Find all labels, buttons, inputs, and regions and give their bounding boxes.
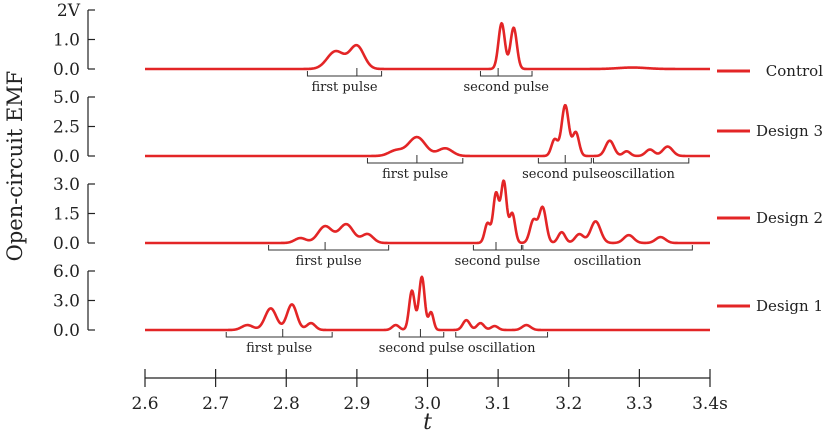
annotation-bracket [398, 332, 445, 338]
legend-label: Design 1 [756, 297, 823, 315]
annotation-label: first pulse [296, 254, 362, 269]
panel-y-tick-label: 0.0 [53, 321, 80, 341]
panel-y-tick-label: 5.0 [53, 88, 80, 108]
annotation-label: second pulse [463, 80, 549, 95]
annotation-label: first pulse [382, 167, 448, 182]
panel-y-tick-label: 2V [57, 1, 81, 21]
signal-line [144, 21, 711, 71]
panel-y-tick-label: 0.0 [53, 234, 80, 254]
x-tick-label: 3.0 [414, 394, 441, 414]
signal-line [144, 275, 711, 332]
panel-y-tick-label: 3.0 [53, 175, 80, 195]
annotation-bracket [455, 332, 549, 338]
panel-y-tick-label: 6.0 [53, 262, 80, 282]
panel-control: 0.0 1.0 2V first pulse second pulse Control [53, 1, 823, 95]
annotation-label: second pulse [455, 254, 541, 269]
annotation-bracket [366, 158, 464, 164]
panel-design-1: 0.0 3.0 6.0 first pulse second pulse oscillat… [53, 262, 823, 356]
x-tick-label: 3.3 [626, 394, 653, 414]
x-tick-label: 3.1 [485, 394, 512, 414]
panel-y-tick-label: 1.5 [53, 205, 80, 225]
legend-label: Design 2 [756, 209, 823, 227]
annotation-bracket [225, 332, 333, 338]
annotation-label: oscillation [574, 254, 642, 269]
annotation-bracket [306, 71, 383, 77]
x-tick-label: 2.8 [273, 394, 300, 414]
panel-y-tick-label: 2.5 [53, 118, 80, 138]
x-ticks-group: 2.6 2.7 2.8 2.9 3.0 3.1 3.2 3.3 3.4s [131, 369, 728, 414]
annotation-label: second pulse [522, 167, 608, 182]
signal-line [144, 179, 711, 245]
panel-y-tick-label: 1.0 [53, 31, 80, 51]
x-tick-label: 2.6 [131, 394, 158, 414]
y-axis-label: Open-circuit EMF [3, 71, 27, 262]
annotation-label: oscillation [468, 341, 536, 356]
panel-y-tick-label: 0.0 [53, 147, 80, 167]
signal-line [144, 103, 711, 158]
panel-design-3: 0.0 2.5 5.0 first pulse second pulse oscillat… [53, 88, 823, 182]
annotation-bracket [522, 245, 693, 251]
annotation-bracket [268, 245, 390, 251]
annotation-bracket [592, 158, 690, 164]
legend-label: Design 3 [756, 122, 823, 140]
annotation-label: first pulse [311, 80, 377, 95]
panel-y-tick-label: 0.0 [53, 60, 80, 80]
annotation-label: first pulse [246, 341, 312, 356]
x-tick-label: 3.2 [555, 394, 582, 414]
x-tick-label: 2.7 [202, 394, 229, 414]
panel-y-tick-label: 3.0 [53, 292, 80, 312]
legend-label: Control [766, 62, 823, 80]
x-tick-label: 3.4s [692, 394, 728, 414]
annotation-label: oscillation [607, 167, 675, 182]
x-axis-label: t [423, 410, 432, 433]
panel-design-2: 0.0 1.5 3.0 first pulse second pulse oscillat… [53, 175, 823, 269]
annotation-label: second pulse [379, 341, 465, 356]
annotation-bracket [479, 71, 533, 77]
annotation-bracket [472, 245, 522, 251]
x-tick-label: 2.9 [343, 394, 370, 414]
